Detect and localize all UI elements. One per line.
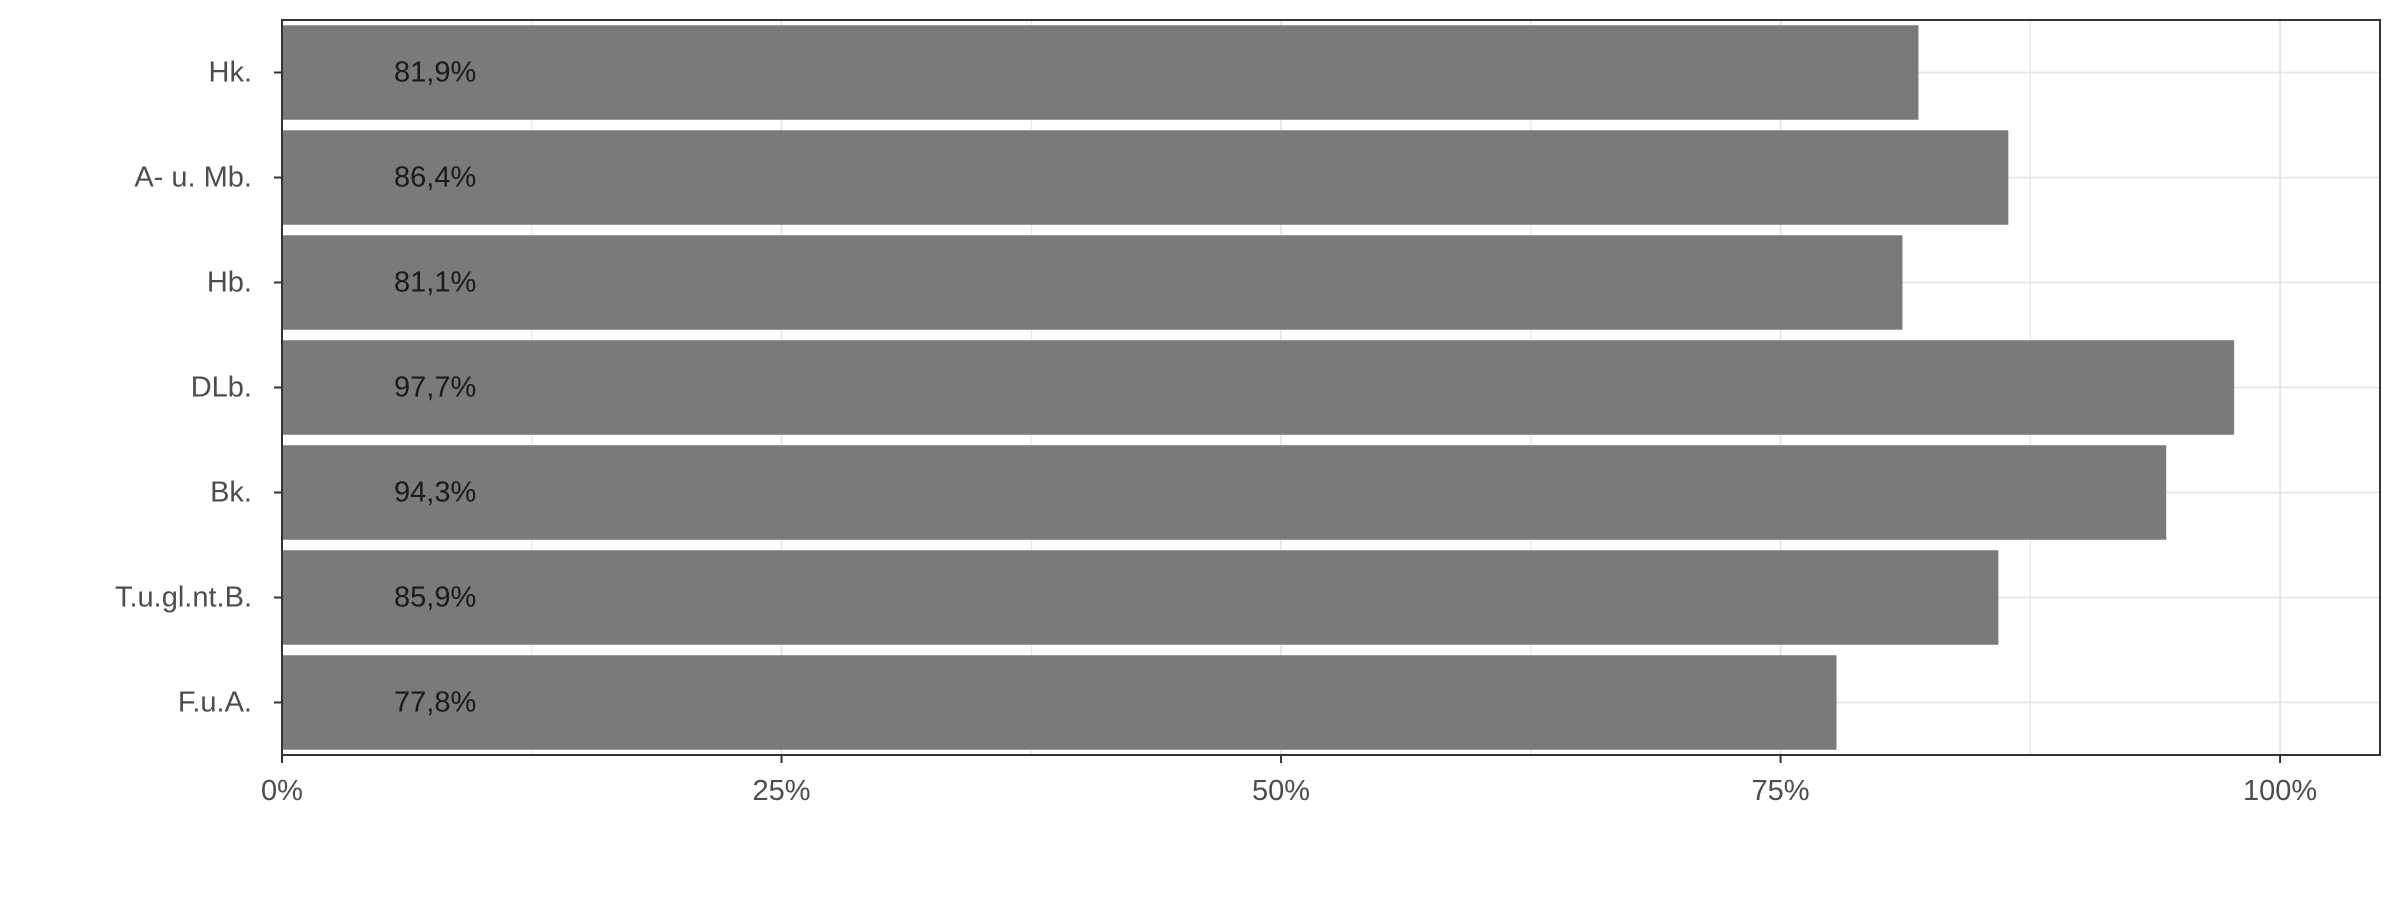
x-tick-label: 100% <box>2243 775 2317 807</box>
bar <box>282 25 1919 120</box>
bar <box>282 340 2235 435</box>
y-tick-label: DLb. <box>191 372 252 404</box>
bar <box>282 130 2009 225</box>
x-tick-label: 75% <box>1752 775 1810 807</box>
bar-value-label: 81,9% <box>394 57 476 89</box>
bar-value-label: 77,8% <box>394 687 476 719</box>
data-labels: 81,9% 86,4% 81,1% 97,7% 94,3% 85,9% 77,8% <box>394 57 476 719</box>
y-axis: Hk. A- u. Mb. Hb. DLb. Bk. T.u.gl.nt.B. F.u.A. <box>115 57 282 719</box>
x-tick-label: 25% <box>753 775 811 807</box>
bar-value-label: 86,4% <box>394 162 476 194</box>
y-tick-label: A- u. Mb. <box>134 162 252 194</box>
bar-value-label: 81,1% <box>394 267 476 299</box>
bar <box>282 655 1837 750</box>
bar-value-label: 94,3% <box>394 477 476 509</box>
y-tick-label: Hk. <box>209 57 253 89</box>
y-tick-label: F.u.A. <box>178 687 252 719</box>
x-tick-label: 0% <box>261 775 303 807</box>
x-tick-label: 50% <box>1252 775 1310 807</box>
y-tick-label: T.u.gl.nt.B. <box>115 582 252 614</box>
bars <box>282 25 2235 750</box>
bar <box>282 235 1903 330</box>
y-tick-label: Bk. <box>210 477 252 509</box>
bar <box>282 445 2167 540</box>
y-tick-label: Hb. <box>207 267 252 299</box>
bar-value-label: 85,9% <box>394 582 476 614</box>
bar <box>282 550 1999 645</box>
x-axis: 0% 25% 50% 75% 100% <box>261 755 2317 807</box>
bar-value-label: 97,7% <box>394 372 476 404</box>
